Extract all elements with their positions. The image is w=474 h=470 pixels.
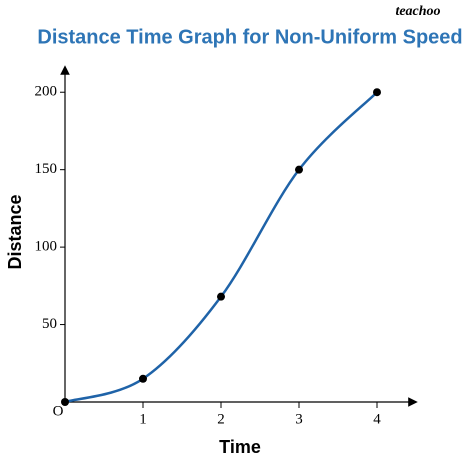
x-tick-label: 4: [373, 411, 381, 427]
x-tick-label: 2: [217, 411, 225, 427]
curve: [64, 91, 378, 404]
watermark: teachoo: [395, 4, 440, 19]
point: [61, 398, 69, 406]
y-tick-label: 50: [42, 316, 57, 332]
chart-title: Distance Time Graph for Non-Uniform Spee…: [37, 26, 462, 48]
y-tick-label: 100: [35, 239, 58, 255]
point: [139, 374, 147, 383]
x-tick-label: 3: [295, 411, 303, 427]
point: [295, 165, 303, 174]
y-tick-label: 200: [35, 84, 58, 100]
origin-label: O: [53, 403, 64, 419]
y-axis-label: Distance: [5, 194, 25, 269]
point: [217, 292, 225, 301]
point: [373, 88, 381, 97]
x-axis-label: Time: [219, 437, 261, 457]
y-tick-label: 150: [35, 161, 58, 177]
x-tick-label: 1: [139, 411, 147, 427]
